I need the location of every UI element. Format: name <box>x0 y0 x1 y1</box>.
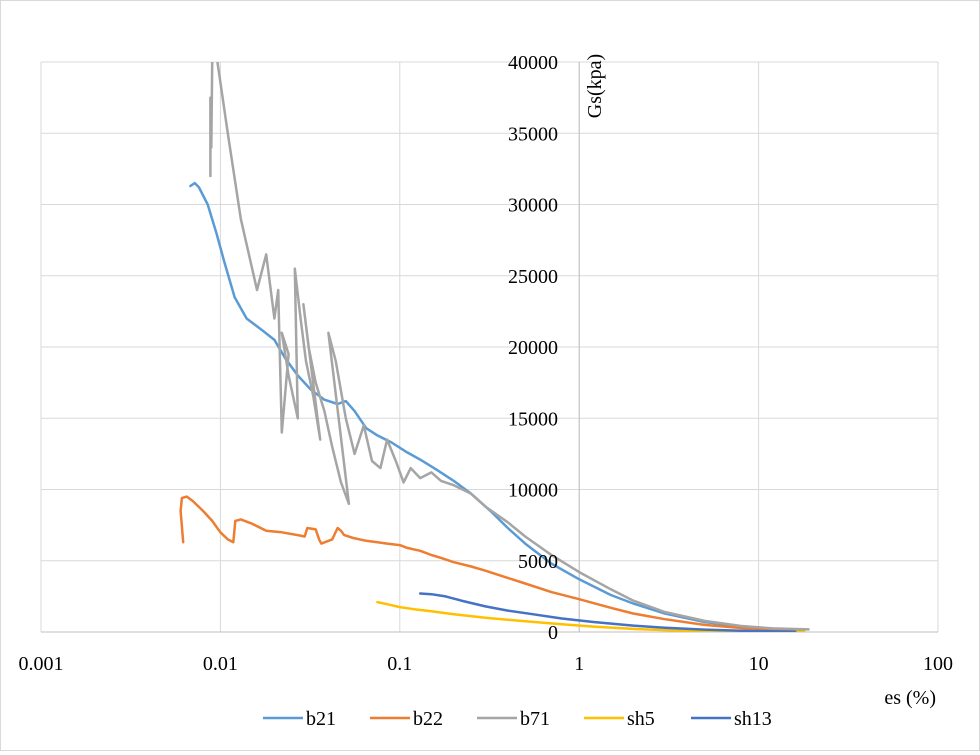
y-tick-label: 0 <box>548 622 558 644</box>
legend-label: b21 <box>306 708 336 730</box>
x-tick-label: 0.001 <box>19 653 64 675</box>
y-axis-title: Gs(kpa) <box>584 54 606 118</box>
y-tick-labels: 0 5000 10000 15000 20000 25000 30000 35000 40000 <box>508 52 558 644</box>
y-tick-label: 10000 <box>508 480 558 502</box>
legend-label: sh5 <box>627 708 655 730</box>
y-tick-label: 30000 <box>508 195 558 217</box>
legend-item-sh13: sh13 <box>691 708 772 730</box>
x-tick-labels: 0.001 0.01 0.1 1 10 100 <box>19 653 954 675</box>
series-layer <box>179 62 810 632</box>
x-tick-label: 1 <box>574 653 584 675</box>
y-tick-label: 5000 <box>518 551 558 573</box>
x-tick-label: 0.01 <box>203 653 238 675</box>
legend-item-b21: b21 <box>263 708 336 730</box>
legend-item-sh5: sh5 <box>584 708 655 730</box>
series-line-b21 <box>189 181 806 632</box>
series-line-b71 <box>209 62 810 631</box>
x-axis-title: es (%) <box>884 687 936 709</box>
x-tick-label: 100 <box>923 653 953 675</box>
legend-label: b71 <box>520 708 550 730</box>
y-tick-label: 20000 <box>508 337 558 359</box>
y-gridlines <box>41 61 938 633</box>
legend-label: b22 <box>413 708 443 730</box>
y-tick-label: 40000 <box>508 52 558 74</box>
y-tick-label: 35000 <box>508 123 558 145</box>
y-tick-label: 25000 <box>508 266 558 288</box>
y-tick-label: 15000 <box>508 408 558 430</box>
series-line-sh13 <box>418 592 797 632</box>
legend-label: sh13 <box>734 708 772 730</box>
x-tick-label: 0.1 <box>387 653 412 675</box>
legend: b21 b22 b71 sh5 sh13 <box>263 708 772 730</box>
legend-item-b71: b71 <box>477 708 550 730</box>
legend-item-b22: b22 <box>370 708 443 730</box>
x-tick-label: 10 <box>749 653 769 675</box>
series-line-b22 <box>179 495 797 632</box>
